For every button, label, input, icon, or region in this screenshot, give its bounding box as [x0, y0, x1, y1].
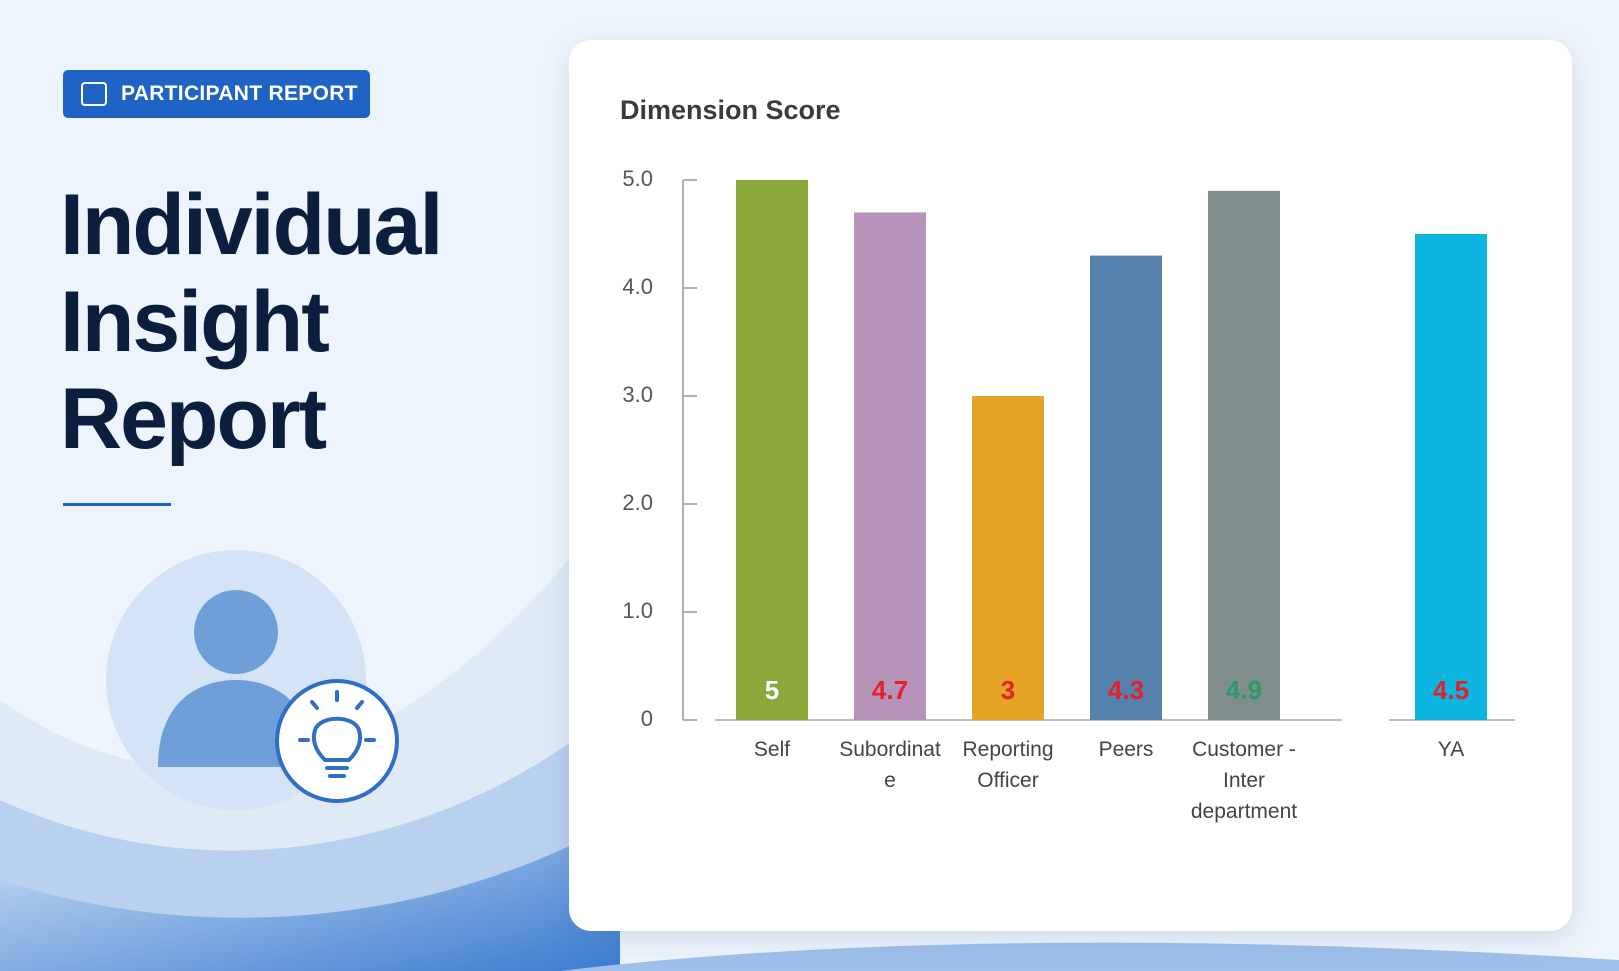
person-body [158, 680, 314, 767]
badge-icon [81, 82, 107, 106]
value-label: 4.9 [1226, 675, 1262, 705]
x-tick-label: Reporting Officer [962, 738, 1054, 792]
bar [972, 396, 1044, 720]
y-tick-label: 1.0 [622, 598, 653, 623]
chart-card: Dimension Score 0 1.0 2.0 3.0 4.0 5.0 5 4.7 3 4.3… [569, 40, 1572, 931]
page-title: Insight [60, 274, 330, 370]
page-title: Report [60, 371, 327, 467]
x-tick-label: YA [1437, 738, 1465, 761]
x-tick-label: Self [753, 738, 791, 761]
y-tick-label: 0 [641, 706, 653, 731]
x-tick-label: Subordinate [839, 738, 941, 792]
value-label: 4.3 [1108, 675, 1144, 705]
value-label: 5 [765, 675, 779, 705]
bulb-circle [275, 679, 399, 803]
chart-title: Dimension Score [620, 95, 841, 125]
y-tick-label: 4.0 [622, 274, 653, 299]
page-title: Individual [60, 177, 443, 273]
y-tick-label: 2.0 [622, 490, 653, 515]
bar [854, 212, 926, 720]
person-head [194, 590, 278, 674]
bulb-icon [298, 690, 376, 778]
y-tick-label: 3.0 [622, 382, 653, 407]
bar [1208, 190, 1280, 721]
x-tick-label: Customer - Inter department [1190, 738, 1298, 823]
badge: PARTICIPANT REPORT [63, 70, 370, 118]
value-label: 4.5 [1433, 675, 1469, 705]
y-tick-label: 5.0 [622, 166, 653, 191]
bar [736, 180, 808, 720]
bar [1415, 234, 1487, 720]
chart: Dimension Score 0 1.0 2.0 3.0 4.0 5.0 5 4.7 3 4.3… [620, 95, 1515, 731]
title-underline [63, 503, 171, 506]
value-label: 4.7 [872, 675, 908, 705]
badge-text: PARTICIPANT REPORT [121, 82, 358, 105]
bar [1090, 255, 1162, 720]
value-label: 3 [1001, 675, 1015, 705]
x-tick-label: Peers [1098, 738, 1154, 761]
